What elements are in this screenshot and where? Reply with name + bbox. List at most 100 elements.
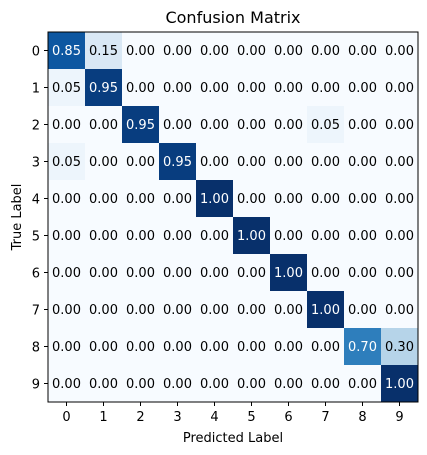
cell-value-r9-c3: 0.00 (163, 377, 192, 392)
cell-value-r6-c6: 1.00 (274, 266, 303, 281)
heatmap-cell-r3-c0 (48, 143, 86, 181)
cell-value-r0-c0: 0.85 (52, 44, 81, 59)
heatmap-cell-r1-c3 (159, 69, 197, 107)
heatmap-cell-r9-c2 (122, 365, 160, 403)
heatmap-cell-r1-c2 (122, 69, 160, 107)
heatmap-cell-r6-c4 (196, 254, 234, 292)
heatmap-cells (48, 32, 419, 403)
cell-value-r6-c1: 0.00 (89, 266, 118, 281)
cell-value-r6-c0: 0.00 (52, 266, 81, 281)
heatmap-cell-r0-c9 (381, 32, 419, 70)
cell-value-r6-c8: 0.00 (348, 266, 377, 281)
cell-value-r5-c4: 0.00 (200, 229, 229, 244)
cell-value-r8-c2: 0.00 (126, 340, 155, 355)
heatmap-cell-r5-c6 (270, 217, 308, 255)
heatmap-cell-r9-c4 (196, 365, 234, 403)
heatmap-cell-r0-c1 (85, 32, 123, 70)
cell-value-r9-c9: 1.00 (385, 377, 414, 392)
heatmap-cell-r9-c7 (307, 365, 345, 403)
heatmap-cell-r3-c8 (344, 143, 382, 181)
cell-value-r2-c5: 0.00 (237, 118, 266, 133)
y-tick-label-6: 6 (32, 267, 40, 282)
cell-value-r8-c6: 0.00 (274, 340, 303, 355)
cell-value-r3-c3: 0.95 (163, 155, 192, 170)
heatmap-cell-r2-c9 (381, 106, 419, 144)
heatmap-cell-r7-c8 (344, 291, 382, 329)
x-tick-label-5: 5 (247, 410, 255, 425)
cell-value-r1-c3: 0.00 (163, 81, 192, 96)
cell-value-r9-c7: 0.00 (311, 377, 340, 392)
heatmap-cell-r7-c3 (159, 291, 197, 329)
heatmap-cell-r5-c7 (307, 217, 345, 255)
heatmap-cell-r2-c3 (159, 106, 197, 144)
heatmap-cell-r5-c4 (196, 217, 234, 255)
x-tick-label-9: 9 (395, 410, 403, 425)
cell-value-r9-c2: 0.00 (126, 377, 155, 392)
cell-value-r8-c8: 0.70 (348, 340, 377, 355)
heatmap-cell-r9-c0 (48, 365, 86, 403)
cell-value-r7-c5: 0.00 (237, 303, 266, 318)
heatmap-cell-r0-c8 (344, 32, 382, 70)
y-axis-label: True Label (10, 184, 25, 252)
heatmap-cell-r4-c4 (196, 180, 234, 218)
heatmap-cell-r9-c8 (344, 365, 382, 403)
cell-value-r3-c0: 0.05 (52, 155, 81, 170)
cell-value-r8-c1: 0.00 (89, 340, 118, 355)
heatmap-cell-r8-c8 (344, 328, 382, 366)
cell-value-r3-c5: 0.00 (237, 155, 266, 170)
y-tick-label-2: 2 (32, 119, 40, 134)
cell-value-r2-c3: 0.00 (163, 118, 192, 133)
cell-value-r2-c1: 0.00 (89, 118, 118, 133)
cell-value-r4-c8: 0.00 (348, 192, 377, 207)
x-tick-label-4: 4 (210, 410, 218, 425)
cell-value-r1-c5: 0.00 (237, 81, 266, 96)
cell-value-r5-c9: 0.00 (385, 229, 414, 244)
cell-value-r0-c3: 0.00 (163, 44, 192, 59)
cell-value-r1-c1: 0.95 (89, 81, 118, 96)
cell-value-r5-c1: 0.00 (89, 229, 118, 244)
heatmap-cell-r0-c2 (122, 32, 160, 70)
x-tick-label-2: 2 (136, 410, 144, 425)
cell-value-r7-c2: 0.00 (126, 303, 155, 318)
heatmap-cell-r0-c5 (233, 32, 271, 70)
heatmap-cell-r1-c5 (233, 69, 271, 107)
heatmap-cell-r8-c5 (233, 328, 271, 366)
heatmap-cell-r8-c6 (270, 328, 308, 366)
cell-value-r6-c4: 0.00 (200, 266, 229, 281)
heatmap-cell-r9-c5 (233, 365, 271, 403)
cell-value-r7-c8: 0.00 (348, 303, 377, 318)
heatmap-cell-r9-c1 (85, 365, 123, 403)
cell-value-r7-c4: 0.00 (200, 303, 229, 318)
cell-value-r7-c3: 0.00 (163, 303, 192, 318)
cell-value-r5-c6: 0.00 (274, 229, 303, 244)
heatmap-cell-r4-c3 (159, 180, 197, 218)
heatmap-cell-r8-c1 (85, 328, 123, 366)
cell-value-r4-c0: 0.00 (52, 192, 81, 207)
cell-value-r7-c7: 1.00 (311, 303, 340, 318)
heatmap-cell-r3-c3 (159, 143, 197, 181)
heatmap-cell-r8-c2 (122, 328, 160, 366)
cell-value-r3-c6: 0.00 (274, 155, 303, 170)
y-tick-label-1: 1 (32, 82, 40, 97)
cell-value-r4-c5: 0.00 (237, 192, 266, 207)
heatmap-cell-r0-c4 (196, 32, 234, 70)
cell-value-r0-c4: 0.00 (200, 44, 229, 59)
heatmap-cell-r0-c3 (159, 32, 197, 70)
cell-value-r8-c4: 0.00 (200, 340, 229, 355)
cell-value-r7-c0: 0.00 (52, 303, 81, 318)
cell-value-r4-c9: 0.00 (385, 192, 414, 207)
cell-value-r3-c4: 0.00 (200, 155, 229, 170)
heatmap-cell-r2-c0 (48, 106, 86, 144)
heatmap-cell-r5-c9 (381, 217, 419, 255)
heatmap-cell-r1-c9 (381, 69, 419, 107)
y-tick-label-4: 4 (32, 193, 40, 208)
heatmap-cell-r6-c3 (159, 254, 197, 292)
chart-title: Confusion Matrix (165, 8, 300, 27)
heatmap-cell-r2-c5 (233, 106, 271, 144)
cell-value-r3-c2: 0.00 (126, 155, 155, 170)
heatmap-cell-r7-c7 (307, 291, 345, 329)
heatmap-cell-r5-c5 (233, 217, 271, 255)
heatmap-cell-r5-c1 (85, 217, 123, 255)
y-axis-ticks: 0 1 2 3 4 5 6 7 8 9 (32, 45, 48, 393)
cell-value-r6-c2: 0.00 (126, 266, 155, 281)
